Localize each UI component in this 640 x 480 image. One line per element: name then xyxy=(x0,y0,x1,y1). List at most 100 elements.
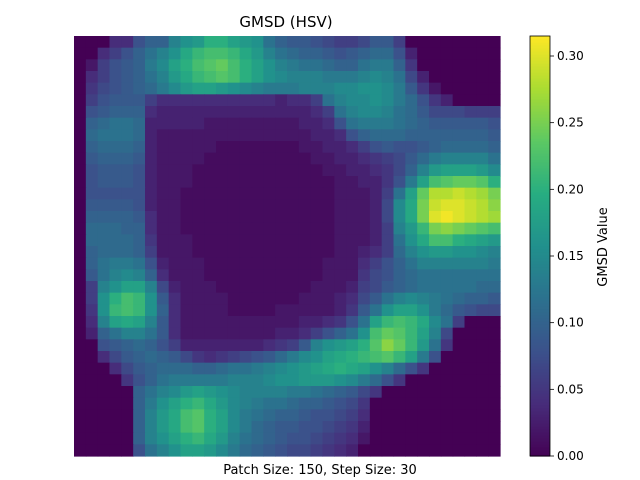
heatmap-cell xyxy=(251,386,264,399)
heatmap-cell xyxy=(192,409,205,422)
heatmap-cell xyxy=(310,281,324,294)
heatmap-cell xyxy=(476,199,489,212)
heatmap-cell xyxy=(452,304,466,317)
colorbar-segment xyxy=(530,450,550,454)
heatmap-cell xyxy=(97,234,111,247)
heatmap-cell xyxy=(74,432,87,445)
heatmap-cell xyxy=(275,106,288,119)
colorbar-segment xyxy=(530,102,550,106)
heatmap-cell xyxy=(417,141,430,154)
heatmap-cell xyxy=(369,106,383,119)
heatmap-cell xyxy=(452,71,466,84)
heatmap-cell xyxy=(204,82,217,95)
heatmap-cell xyxy=(440,47,454,60)
heatmap-cell xyxy=(204,374,217,387)
heatmap-cell xyxy=(85,351,99,364)
heatmap-cell xyxy=(133,292,146,305)
heatmap-cell xyxy=(287,117,300,130)
heatmap-cell xyxy=(97,304,111,317)
colorbar-segment xyxy=(530,417,550,421)
heatmap-cell xyxy=(109,339,122,352)
colorbar-segment xyxy=(530,192,550,196)
heatmap-cell xyxy=(310,339,324,352)
heatmap-cell xyxy=(275,222,288,235)
heatmap-cell xyxy=(452,269,466,282)
heatmap-cell xyxy=(133,374,146,387)
heatmap-cell xyxy=(429,281,442,294)
heatmap-cell xyxy=(239,152,253,165)
heatmap-cell xyxy=(358,129,371,142)
colorbar-label: GMSD Value xyxy=(596,207,611,286)
colorbar-segment xyxy=(530,243,550,247)
heatmap-cell xyxy=(251,257,264,270)
heatmap-cell xyxy=(346,386,359,399)
heatmap-cell xyxy=(168,164,182,177)
heatmap-cell xyxy=(381,327,395,340)
heatmap-cell xyxy=(275,164,288,177)
colorbar-segment xyxy=(530,288,550,292)
heatmap-cell xyxy=(121,71,134,84)
heatmap-cell xyxy=(121,211,134,224)
heatmap-cell xyxy=(168,362,182,375)
heatmap-cell xyxy=(464,211,477,224)
heatmap-cell xyxy=(334,257,347,270)
heatmap-cell xyxy=(227,246,241,259)
heatmap-cell xyxy=(440,281,454,294)
heatmap-cell xyxy=(452,374,466,387)
heatmap-cell xyxy=(369,432,383,445)
heatmap-cell xyxy=(464,351,477,364)
heatmap-cell xyxy=(358,106,371,119)
heatmap-cell xyxy=(109,94,122,107)
heatmap-cell xyxy=(322,421,335,434)
heatmap-cell xyxy=(227,47,241,60)
heatmap-cell xyxy=(192,246,205,259)
heatmap-cell xyxy=(346,164,359,177)
heatmap-cell xyxy=(405,71,418,84)
heatmap-cell xyxy=(440,246,454,259)
heatmap-cell xyxy=(381,71,395,84)
heatmap-cell xyxy=(476,94,489,107)
heatmap-cell xyxy=(168,386,182,399)
heatmap-cell xyxy=(464,129,477,142)
heatmap-cell xyxy=(180,316,193,329)
heatmap-cell xyxy=(298,47,312,60)
heatmap-cell xyxy=(180,106,193,119)
heatmap-cell xyxy=(488,281,501,294)
heatmap-cell xyxy=(429,117,442,130)
heatmap-cell xyxy=(145,71,158,84)
heatmap-cell xyxy=(145,362,158,375)
heatmap-cell xyxy=(393,117,406,130)
heatmap-cell xyxy=(429,222,442,235)
heatmap-cell xyxy=(85,421,99,434)
heatmap-cell xyxy=(74,59,87,72)
colorbar-segment xyxy=(530,435,550,439)
colorbar-segment xyxy=(530,48,550,52)
heatmap-cell xyxy=(334,234,347,247)
colorbar-segment xyxy=(530,312,550,316)
heatmap-cell xyxy=(358,281,371,294)
heatmap-cell xyxy=(429,106,442,119)
heatmap-cell xyxy=(381,432,395,445)
heatmap-cell xyxy=(216,316,229,329)
heatmap-cell xyxy=(393,374,406,387)
heatmap-cell xyxy=(145,199,158,212)
heatmap-cell xyxy=(145,409,158,422)
heatmap-cell xyxy=(429,234,442,247)
heatmap-cell xyxy=(97,432,111,445)
heatmap-cell xyxy=(334,339,347,352)
heatmap-cell xyxy=(133,82,146,95)
heatmap-cell xyxy=(263,222,276,235)
heatmap-cell xyxy=(429,351,442,364)
heatmap-cell xyxy=(204,316,217,329)
colorbar-segment xyxy=(530,255,550,259)
heatmap-cell xyxy=(298,106,312,119)
heatmap-cell xyxy=(263,117,276,130)
colorbar-segment xyxy=(530,408,550,412)
heatmap-cell xyxy=(109,222,122,235)
heatmap-cell xyxy=(216,246,229,259)
heatmap-cell xyxy=(121,117,134,130)
colorbar-segment xyxy=(530,345,550,349)
heatmap-cell xyxy=(322,47,335,60)
colorbar-segment xyxy=(530,258,550,262)
heatmap-cell xyxy=(405,141,418,154)
